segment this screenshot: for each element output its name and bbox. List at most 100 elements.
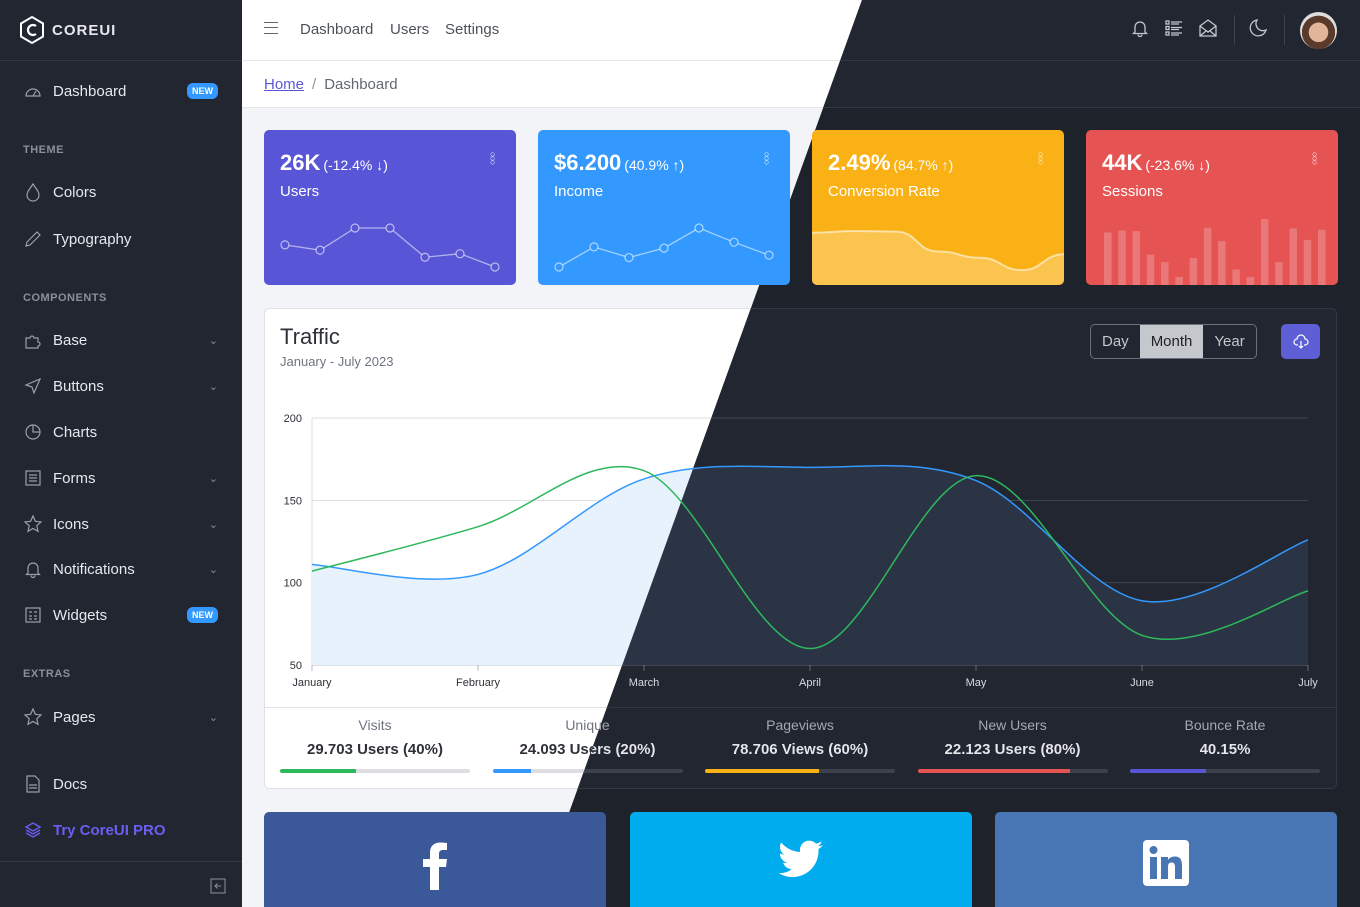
chevron-down-icon: ⌄ xyxy=(208,380,218,393)
area-line xyxy=(812,229,1064,272)
y-tick-label: 50 xyxy=(290,660,302,672)
stat-progress xyxy=(705,769,895,773)
widget-value: 26K (-12.4% ↓) xyxy=(280,150,388,176)
widget-card-income: $6.200 (40.9% ↑) Income ○ ○ ○ xyxy=(538,130,790,285)
breadcrumb-separator: / xyxy=(312,76,317,93)
widget-change: (-23.6% ↓) xyxy=(1145,157,1210,173)
facebook-icon xyxy=(420,840,450,907)
session-bar xyxy=(1146,254,1155,285)
main-area: Dashboard Users Settings Home / Dashboard … xyxy=(242,0,1360,907)
sidebar-item-label: Colors xyxy=(53,183,97,201)
linkedin-icon xyxy=(1143,840,1189,907)
download-button[interactable] xyxy=(1281,324,1320,359)
more-options-icon[interactable]: ○ ○ ○ xyxy=(490,149,496,167)
sidebar-toggle-icon[interactable] xyxy=(210,878,226,894)
twitter-icon xyxy=(778,840,824,907)
sidebar-item-charts[interactable]: Charts xyxy=(0,412,242,452)
traffic-chart: 50 100 150 200 January February March April May J… xyxy=(284,413,1319,689)
sparkline-point xyxy=(455,249,465,259)
session-bar xyxy=(1161,262,1169,285)
moon-icon[interactable] xyxy=(1248,18,1268,38)
widget-value: 2.49% (84.7% ↑) xyxy=(828,150,953,176)
more-options-icon[interactable]: ○ ○ ○ xyxy=(1038,149,1044,167)
session-bar xyxy=(1232,269,1240,285)
session-bar xyxy=(1203,227,1212,285)
twitter-card[interactable] xyxy=(629,812,972,907)
series-fill-dark xyxy=(610,465,1308,665)
sidebar-item-forms[interactable]: Forms ⌄ xyxy=(0,458,242,498)
stat-label: Pageviews xyxy=(766,717,834,733)
widget-change: (40.9% ↑) xyxy=(624,157,685,173)
sidebar-item-label: Forms xyxy=(53,469,96,487)
widget-value: 44K (-23.6% ↓) xyxy=(1102,150,1210,176)
period-month[interactable]: Month xyxy=(1139,325,1204,358)
stat-progress xyxy=(492,769,683,773)
sidebar-footer xyxy=(0,861,242,907)
stat-progress-fill xyxy=(492,769,531,773)
sidebar-item-notifications[interactable]: Notifications ⌄ xyxy=(0,549,242,589)
widget-label: Users xyxy=(280,183,320,200)
period-year[interactable]: Year xyxy=(1214,333,1245,350)
sidebar-item-typography[interactable]: Typography xyxy=(0,219,242,259)
sidebar-item-buttons[interactable]: Buttons ⌄ xyxy=(0,366,242,406)
widget-number: $6.200 xyxy=(554,150,622,175)
session-bar xyxy=(1132,231,1141,285)
menu-toggle-icon[interactable] xyxy=(264,22,278,34)
sidebar-item-label: Charts xyxy=(53,423,98,441)
more-options-icon[interactable]: ○ ○ ○ xyxy=(1312,149,1318,167)
stat-value: 24.093 Users (20%) xyxy=(519,741,656,758)
period-day[interactable]: Day xyxy=(1102,333,1129,350)
sparkline-point xyxy=(729,237,739,247)
widget-label: Income xyxy=(554,183,604,200)
stat-value: 40.15% xyxy=(1199,741,1251,758)
sparkline-point xyxy=(764,250,774,260)
x-tick-label: July xyxy=(1298,677,1318,689)
brand-name: COREUI xyxy=(52,21,117,39)
puzzle-icon xyxy=(23,330,43,350)
widget-value: $6.200 (40.9% ↑) xyxy=(554,150,684,176)
header-link-settings[interactable]: Settings xyxy=(445,21,500,38)
stat-progress-fill xyxy=(280,769,356,773)
sidebar-item-dashboard[interactable]: Dashboard NEW xyxy=(0,71,242,111)
sparkline-point xyxy=(589,242,599,252)
sidebar-item-icons[interactable]: Icons ⌄ xyxy=(0,504,242,544)
facebook-card[interactable] xyxy=(264,812,606,907)
sidebar-item-base[interactable]: Base ⌄ xyxy=(0,320,242,360)
drop-icon xyxy=(23,182,43,202)
traffic-subtitle: January - July 2023 xyxy=(280,354,394,369)
header-link-users[interactable]: Users xyxy=(390,21,430,38)
breadcrumb-home[interactable]: Home xyxy=(264,76,305,93)
description-icon xyxy=(23,774,43,794)
brand-logo[interactable]: COREUI xyxy=(0,0,242,61)
sidebar-item-docs[interactable]: Docs xyxy=(0,764,242,804)
sidebar-item-label: Try CoreUI PRO xyxy=(53,821,166,839)
list-icon[interactable] xyxy=(1164,18,1184,38)
envelope-open-icon[interactable] xyxy=(1198,18,1218,38)
sidebar-item-label: Pages xyxy=(53,708,96,726)
widget-number: 44K xyxy=(1102,150,1143,175)
sidebar-item-pages[interactable]: Pages ⌄ xyxy=(0,697,242,737)
notes-icon xyxy=(23,468,43,488)
traffic-stats: Visits 29.703 Users (40%) Unique 24.093 Use… xyxy=(264,707,1335,787)
stat-progress-fill xyxy=(917,769,1070,773)
linkedin-card[interactable] xyxy=(995,812,1337,907)
divider xyxy=(1284,15,1285,45)
sparkline-point xyxy=(554,262,564,272)
stat-bounce-rate: Bounce Rate 40.15% xyxy=(1130,717,1320,773)
sidebar-item-widgets[interactable]: Widgets NEW xyxy=(0,595,242,635)
stat-value: 29.703 Users (40%) xyxy=(307,741,443,758)
sidebar-item-label: Dashboard xyxy=(53,82,127,100)
session-bar xyxy=(1104,232,1112,285)
more-options-icon[interactable]: ○ ○ ○ xyxy=(764,149,770,167)
widget-change: (-12.4% ↓) xyxy=(323,157,388,173)
nav-section-title: THEME xyxy=(23,144,64,156)
sidebar-item-label: Base xyxy=(53,331,88,349)
sidebar-item-colors[interactable]: Colors xyxy=(0,172,242,212)
bell-icon[interactable] xyxy=(1130,18,1150,38)
sidebar-item-try-coreui-pro[interactable]: Try CoreUI PRO xyxy=(0,810,242,850)
sidebar-item-label: Docs xyxy=(53,775,88,793)
user-avatar[interactable] xyxy=(1300,12,1337,49)
stat-progress-fill xyxy=(705,769,819,773)
main-content: Dashboard Users Settings Home / Dashboard … xyxy=(242,0,1360,907)
header-link-dashboard[interactable]: Dashboard xyxy=(300,21,374,38)
